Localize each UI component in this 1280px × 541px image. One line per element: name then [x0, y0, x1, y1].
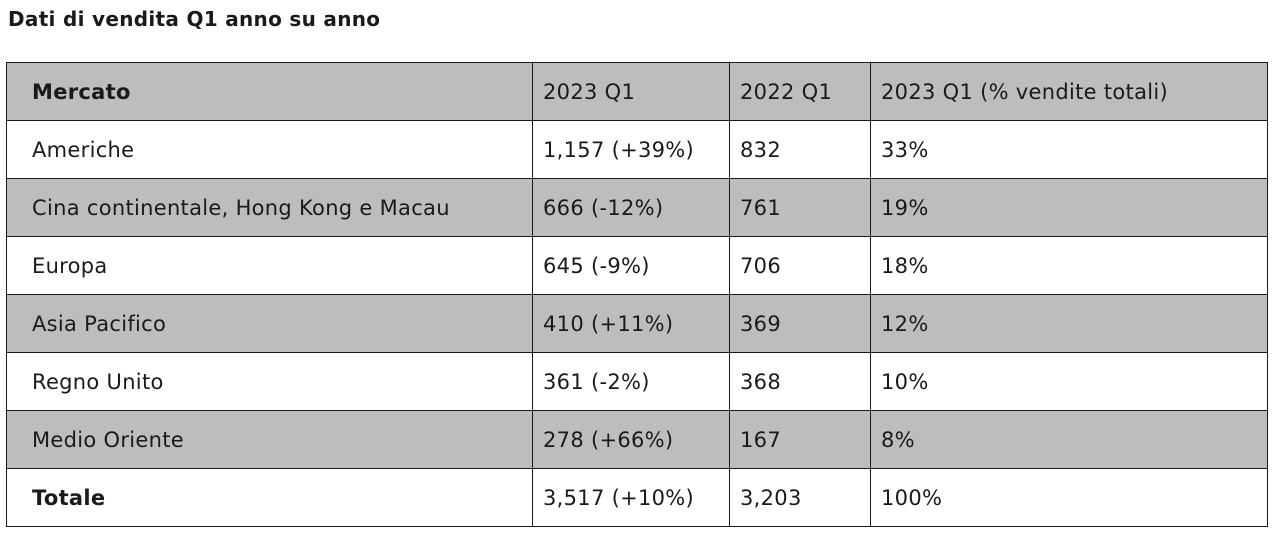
cell-2022-q1: 832	[729, 120, 871, 179]
header-2023-q1: 2023 Q1	[532, 62, 730, 121]
cell-share: 12%	[870, 294, 1268, 353]
cell-market: Europa	[6, 236, 533, 295]
table-total-row: Totale 3,517 (+10%) 3,203 100%	[6, 468, 1268, 527]
cell-2023-q1: 410 (+11%)	[532, 294, 730, 353]
header-2023-q1-percent: 2023 Q1 (% vendite totali)	[870, 62, 1268, 121]
cell-2023-q1: 1,157 (+39%)	[532, 120, 730, 179]
cell-2022-q1: 368	[729, 352, 871, 411]
cell-market: Medio Oriente	[6, 410, 533, 469]
cell-2023-q1: 666 (-12%)	[532, 178, 730, 237]
cell-2022-q1: 3,203	[729, 468, 871, 527]
table-row: Cina continentale, Hong Kong e Macau 666…	[6, 178, 1268, 237]
page-title: Dati di vendita Q1 anno su anno	[8, 7, 381, 31]
cell-2022-q1: 369	[729, 294, 871, 353]
header-mercato: Mercato	[6, 62, 533, 121]
cell-share: 18%	[870, 236, 1268, 295]
cell-2022-q1: 167	[729, 410, 871, 469]
cell-share: 19%	[870, 178, 1268, 237]
cell-share: 10%	[870, 352, 1268, 411]
table-header-row: Mercato 2023 Q1 2022 Q1 2023 Q1 (% vendi…	[6, 62, 1268, 121]
cell-market: Asia Pacifico	[6, 294, 533, 353]
cell-market: Regno Unito	[6, 352, 533, 411]
cell-market: Cina continentale, Hong Kong e Macau	[6, 178, 533, 237]
cell-2023-q1: 645 (-9%)	[532, 236, 730, 295]
table-row: Medio Oriente 278 (+66%) 167 8%	[6, 410, 1268, 469]
cell-2023-q1: 361 (-2%)	[532, 352, 730, 411]
table-row: Asia Pacifico 410 (+11%) 369 12%	[6, 294, 1268, 353]
table-row: Americhe 1,157 (+39%) 832 33%	[6, 120, 1268, 179]
cell-2023-q1: 278 (+66%)	[532, 410, 730, 469]
sales-table: Mercato 2023 Q1 2022 Q1 2023 Q1 (% vendi…	[6, 62, 1268, 527]
cell-market-total: Totale	[6, 468, 533, 527]
header-2022-q1: 2022 Q1	[729, 62, 871, 121]
cell-share: 8%	[870, 410, 1268, 469]
table-row: Regno Unito 361 (-2%) 368 10%	[6, 352, 1268, 411]
cell-2022-q1: 761	[729, 178, 871, 237]
cell-2022-q1: 706	[729, 236, 871, 295]
cell-market: Americhe	[6, 120, 533, 179]
cell-share: 33%	[870, 120, 1268, 179]
cell-2023-q1: 3,517 (+10%)	[532, 468, 730, 527]
table-row: Europa 645 (-9%) 706 18%	[6, 236, 1268, 295]
cell-share: 100%	[870, 468, 1268, 527]
